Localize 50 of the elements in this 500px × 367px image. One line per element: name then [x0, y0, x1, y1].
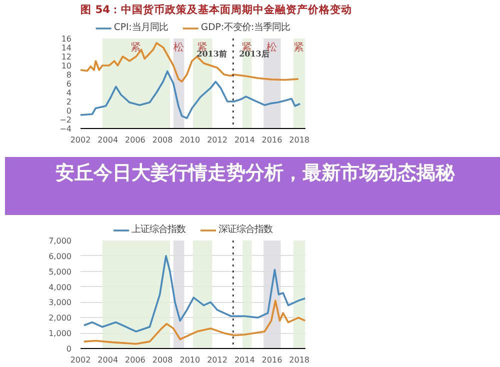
line-series — [83, 300, 306, 345]
x-tick-label: 2006 — [125, 136, 146, 144]
y-tick-label: 5,000 — [48, 267, 72, 276]
legend-label: 深证综合指数 — [218, 223, 272, 236]
band-label: 紧 — [130, 40, 142, 54]
x-tick-label: 2012 — [207, 356, 228, 364]
x-tick-label: 2002 — [70, 136, 91, 144]
band-label: 松 — [173, 40, 184, 54]
line-series — [83, 255, 306, 332]
y-tick-label: 1,000 — [48, 329, 72, 338]
x-tick-label: 2012 — [207, 136, 228, 144]
x-tick-label: 2002 — [70, 356, 91, 364]
x-tick-label: 2004 — [98, 356, 118, 364]
legend-label: GDP:不变价:当季同比 — [200, 21, 290, 34]
y-tick-label: 14 — [61, 44, 72, 52]
x-tick-label: 2016 — [262, 136, 282, 144]
y-tick-label: 0 — [66, 106, 72, 116]
x-tick-label: 2014 — [234, 136, 255, 144]
y-tick-label: 6,000 — [48, 252, 72, 261]
y-tick-label: −4 — [60, 124, 72, 134]
legend-label: CPI:当月同比 — [114, 21, 168, 34]
y-tick-label: 4 — [66, 88, 72, 98]
legend-label: 上证综合指数 — [132, 223, 186, 236]
y-tick-label: 7,000 — [48, 236, 72, 246]
band-label: 紧 — [294, 40, 305, 54]
x-tick-label: 2010 — [180, 136, 200, 144]
x-tick-label: 2006 — [125, 356, 146, 364]
x-tick-label: 2018 — [289, 136, 310, 144]
y-tick-label: 3,000 — [48, 298, 72, 308]
x-tick-label: 2008 — [152, 136, 173, 144]
x-tick-label: 2014 — [234, 356, 255, 364]
y-tick-label: 12 — [61, 52, 72, 62]
y-tick-label: 16 — [61, 34, 72, 44]
line-series — [80, 70, 301, 120]
y-tick-label: 8 — [66, 70, 72, 80]
y-tick-label: 2 — [66, 98, 72, 106]
y-tick-label: 2,000 — [48, 314, 72, 323]
chart-title: 图 54：中国货币政策及基本面周期中金融资产价格变动 — [80, 3, 352, 16]
y-tick-label: 10 — [61, 62, 72, 70]
x-tick-label: 2018 — [289, 356, 310, 364]
text: 安丘今日大姜行情走势分析，最新市场动态揭秘 — [56, 161, 454, 186]
y-tick-label: 4,000 — [48, 282, 72, 292]
y-tick-label: −2 — [60, 116, 72, 124]
x-tick-label: 2010 — [180, 356, 200, 364]
x-tick-label: 2016 — [262, 356, 282, 364]
band-label: 松 — [266, 40, 278, 54]
x-tick-label: 2008 — [152, 356, 173, 364]
y-tick-label: 6 — [66, 80, 72, 88]
x-tick-label: 2004 — [98, 136, 118, 144]
y-tick-label: 0 — [66, 344, 72, 354]
